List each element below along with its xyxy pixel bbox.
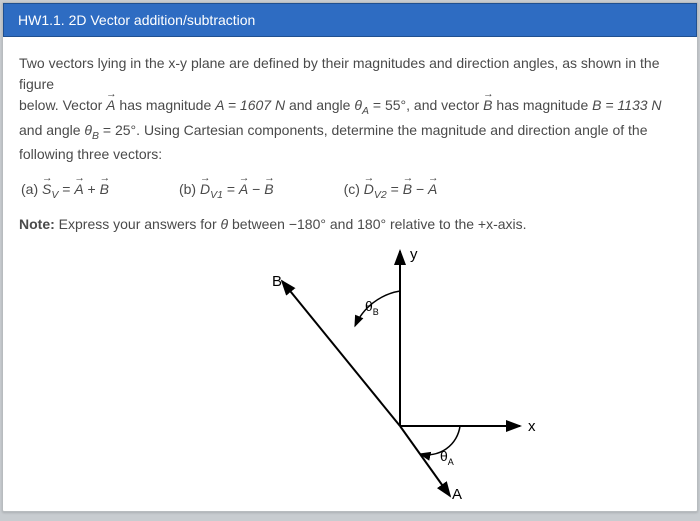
part-a-r2: B xyxy=(100,179,109,200)
theta-B: θ xyxy=(84,122,92,138)
eq: = xyxy=(223,181,239,197)
part-b: (b) DV1 = A − B xyxy=(179,179,274,204)
t: and xyxy=(326,216,357,232)
vector-B-line xyxy=(282,281,400,426)
t: Express your answers for xyxy=(55,216,221,232)
figure-svg: y x A B θA θB xyxy=(160,241,540,501)
label-x: x xyxy=(528,418,536,435)
line-1: Two vectors lying in the x-y plane are d… xyxy=(19,53,681,95)
part-c: (c) DV2 = B − A xyxy=(344,179,438,204)
mag-B: B = 1133 N xyxy=(592,97,661,113)
line-4: following three vectors: xyxy=(19,144,681,165)
label-theta-A: θA xyxy=(440,448,454,467)
lo: −180° xyxy=(289,216,326,232)
plus: + xyxy=(84,181,100,197)
part-c-r2: A xyxy=(428,179,437,200)
label-y: y xyxy=(410,246,418,263)
t: and angle xyxy=(285,97,354,113)
part-b-r1: A xyxy=(239,179,248,200)
minus: − xyxy=(412,181,428,197)
part-a-r1: A xyxy=(74,179,83,200)
part-b-r2: B xyxy=(264,179,273,200)
part-c-r1: B xyxy=(403,179,412,200)
label-A: A xyxy=(452,486,462,501)
equations-row: (a) SV = A + B (b) DV1 = A − B (c) DV2 =… xyxy=(21,179,681,204)
part-b-label: (b) xyxy=(179,181,200,197)
part-a-label: (a) xyxy=(21,181,42,197)
vector-A: A xyxy=(106,95,115,116)
theta-B-val: = 25° xyxy=(99,122,136,138)
mag-A: A = 1607 N xyxy=(215,97,285,113)
card-header: HW1.1. 2D Vector addition/subtraction xyxy=(3,3,697,37)
t: and angle xyxy=(19,122,84,138)
eq: = xyxy=(387,181,403,197)
t: , and vector xyxy=(406,97,483,113)
note-line: Note: Express your answers for θ between… xyxy=(19,214,681,235)
vector-figure: y x A B θA θB xyxy=(160,241,540,501)
part-c-label: (c) xyxy=(344,181,364,197)
part-a: (a) SV = A + B xyxy=(21,179,109,204)
t: between xyxy=(228,216,289,232)
theta-A-val: = 55° xyxy=(369,97,406,113)
theta-B-sub: B xyxy=(92,129,99,141)
label-B: B xyxy=(272,273,282,290)
t: has magnitude xyxy=(116,97,216,113)
part-a-lhs: S xyxy=(42,179,51,200)
part-c-sub: V2 xyxy=(374,189,387,201)
hi: 180° xyxy=(357,216,386,232)
theta-A-sub: A xyxy=(362,105,369,117)
theta: θ xyxy=(221,216,229,232)
problem-card: HW1.1. 2D Vector addition/subtraction Tw… xyxy=(2,2,698,512)
vector-B: B xyxy=(483,95,492,116)
theta-A: θ xyxy=(354,97,362,113)
part-c-lhs: D xyxy=(364,179,374,200)
part-b-lhs: D xyxy=(200,179,210,200)
line-3: and angle θB = 25°. Using Cartesian comp… xyxy=(19,120,681,145)
t: below. Vector xyxy=(19,97,106,113)
t: . Using Cartesian components, determine … xyxy=(136,122,647,138)
card-title: HW1.1. 2D Vector addition/subtraction xyxy=(18,12,255,28)
note-prefix: Note: xyxy=(19,216,55,232)
card-content: Two vectors lying in the x-y plane are d… xyxy=(3,37,697,511)
problem-statement: Two vectors lying in the x-y plane are d… xyxy=(19,53,681,165)
part-b-sub: V1 xyxy=(210,189,223,201)
t: relative to the +x-axis. xyxy=(386,216,526,232)
t: has magnitude xyxy=(493,97,593,113)
eq: = xyxy=(58,181,74,197)
minus: − xyxy=(248,181,264,197)
line-2: below. Vector A has magnitude A = 1607 N… xyxy=(19,95,681,120)
